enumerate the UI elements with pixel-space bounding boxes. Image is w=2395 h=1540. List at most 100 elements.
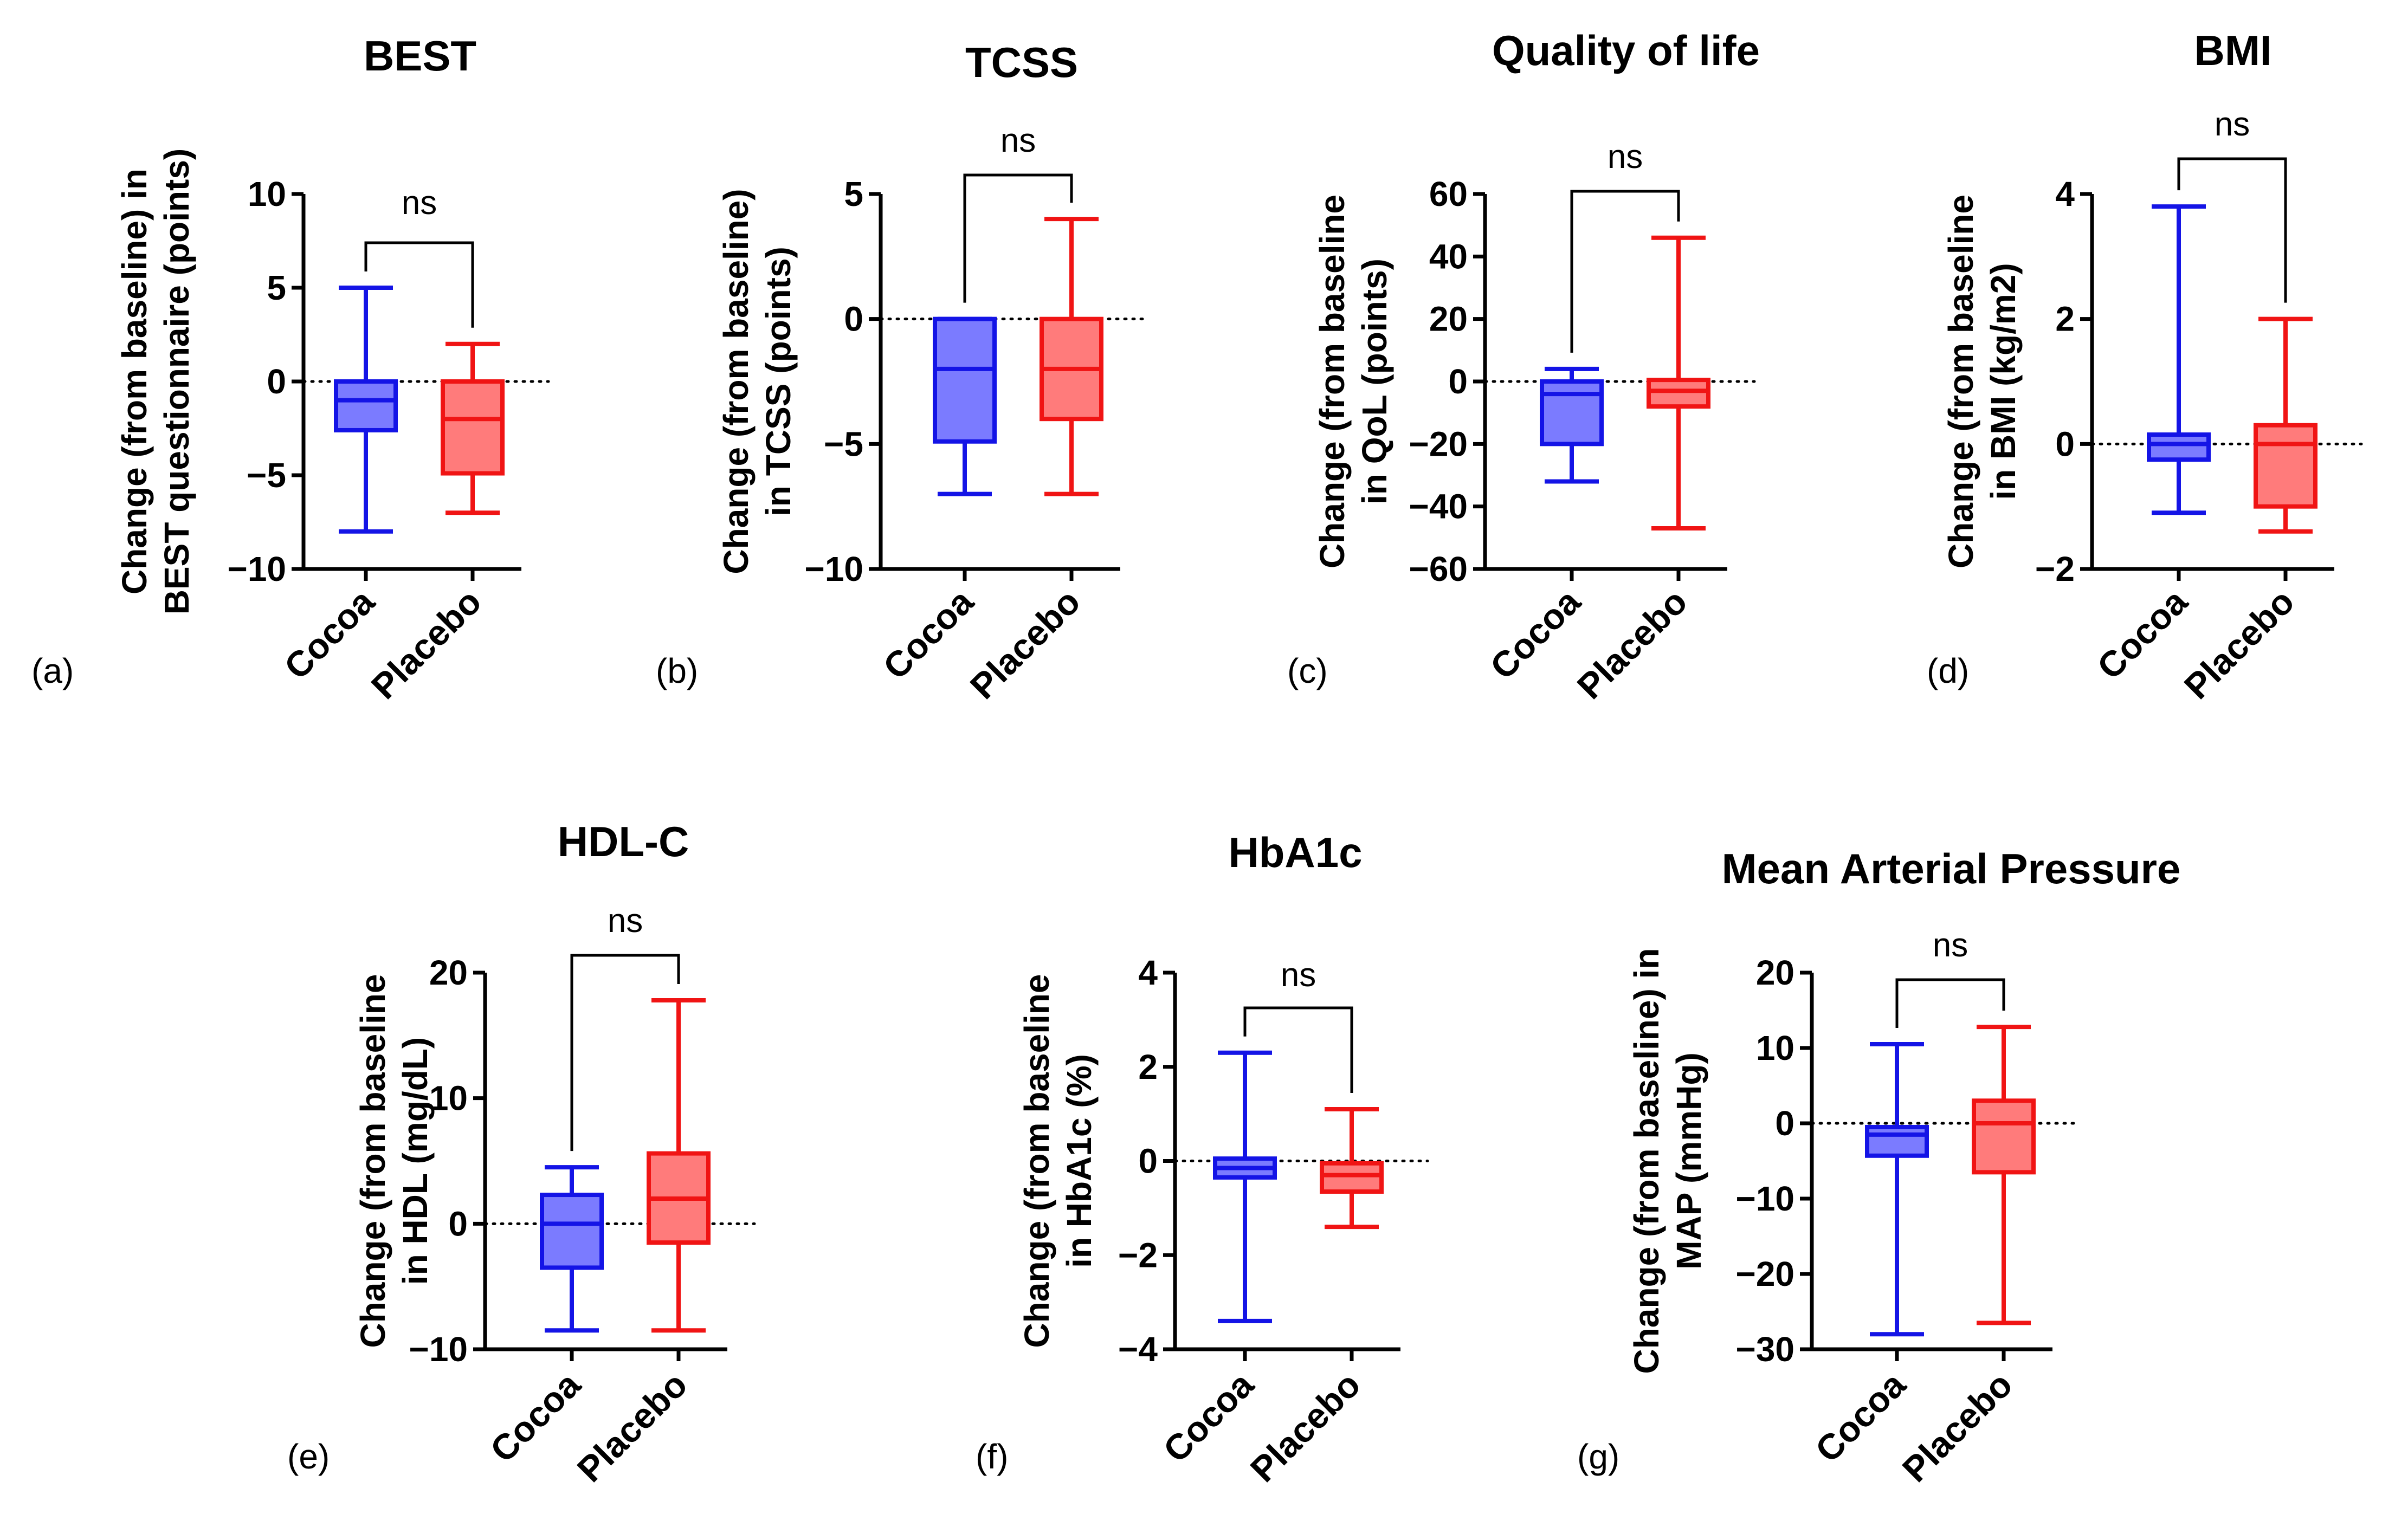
chart-title: TCSS xyxy=(965,38,1078,86)
y-tick-label: 0 xyxy=(267,362,286,401)
panel-g: Mean Arterial Pressure (g) 20 10 0 −10 −20 −30 C… xyxy=(1577,845,2180,1490)
y-axis-label: Change (from baseline) xyxy=(716,189,756,574)
placebo-box xyxy=(441,379,505,476)
panel-e: HDL-C (e) 20 10 0 −10 Change (from baseline in … xyxy=(287,818,756,1490)
cocoa-boxplot xyxy=(1213,1050,1277,1323)
cocoa-boxplot xyxy=(540,1165,604,1333)
y-axis-label: Change (from baseline xyxy=(1941,195,1980,568)
placebo-box xyxy=(2254,423,2317,509)
x-category-label-placebo: Placebo xyxy=(1243,1364,1368,1490)
placebo-box xyxy=(1320,1161,1384,1194)
x-category-label-placebo: Placebo xyxy=(963,581,1088,707)
y-tick-label: 2 xyxy=(2055,300,2075,339)
y-tick-label: −20 xyxy=(1735,1254,1794,1293)
y-tick-label: 0 xyxy=(1448,362,1468,401)
panel-label: (c) xyxy=(1287,651,1328,690)
significance-label: ns xyxy=(1933,927,1968,964)
significance-label: ns xyxy=(2215,106,2250,143)
x-category-label-cocoa: Cocoa xyxy=(875,581,982,687)
y-tick-label: −2 xyxy=(1118,1235,1158,1274)
placebo-boxplot xyxy=(1040,217,1103,496)
y-tick-label: −4 xyxy=(1118,1330,1158,1369)
x-category-label-cocoa: Cocoa xyxy=(1807,1364,1914,1470)
cocoa-box xyxy=(1540,379,1604,447)
x-category-label-placebo: Placebo xyxy=(1570,581,1695,707)
y-tick-label: 0 xyxy=(448,1204,468,1243)
panel-label: (d) xyxy=(1927,651,1969,690)
panel-label: (a) xyxy=(31,651,74,690)
panel-d: BMI (d) 4 2 0 −2 Change (from baseline in BMI (… xyxy=(1927,27,2363,707)
y-tick-label: 20 xyxy=(1429,300,1468,339)
y-axis-label: BEST questionnaire (points) xyxy=(157,148,196,614)
x-category-label-cocoa: Cocoa xyxy=(1155,1364,1262,1470)
cocoa-boxplot xyxy=(1865,1042,1929,1337)
significance-label: ns xyxy=(402,184,437,222)
placebo-box xyxy=(1647,378,1710,409)
y-tick-label: 0 xyxy=(1138,1142,1158,1181)
y-tick-label: −30 xyxy=(1735,1330,1794,1369)
y-axis-label: in HbA1c (%) xyxy=(1060,1054,1099,1268)
y-tick-label: −20 xyxy=(1409,424,1468,463)
panel-f: HbA1c (f) 4 2 0 −2 −4 Change (from baseline in H… xyxy=(976,829,1429,1490)
y-axis-label: Change (from baseline xyxy=(1313,195,1352,568)
y-tick-label: −10 xyxy=(1735,1179,1794,1218)
y-axis-label: Change (from baseline) in xyxy=(115,169,154,594)
x-category-label-cocoa: Cocoa xyxy=(1482,581,1589,687)
cocoa-boxplot xyxy=(2147,204,2211,515)
y-axis-label: MAP (mmHg) xyxy=(1669,1052,1708,1270)
y-tick-label: 10 xyxy=(429,1079,468,1118)
chart-title: Quality of life xyxy=(1492,27,1760,74)
y-tick-label: 40 xyxy=(1429,237,1468,276)
panel-label: (g) xyxy=(1577,1437,1619,1476)
y-tick-label: 2 xyxy=(1138,1047,1158,1086)
y-tick-label: 5 xyxy=(267,268,286,307)
cocoa-box xyxy=(933,316,997,444)
cocoa-boxplot xyxy=(1540,366,1604,484)
y-tick-label: 60 xyxy=(1429,174,1468,213)
y-tick-label: 5 xyxy=(844,174,863,213)
y-tick-label: −5 xyxy=(247,456,286,495)
y-tick-label: 20 xyxy=(1756,953,1794,992)
y-tick-label: 10 xyxy=(1756,1028,1794,1067)
placebo-boxplot xyxy=(2254,316,2317,534)
y-tick-label: 0 xyxy=(1775,1104,1794,1143)
significance-bracket xyxy=(1895,978,2005,1028)
placebo-boxplot xyxy=(441,341,505,515)
panel-b: TCSS (b) 5 0 −5 −10 Change (from baseline) in T… xyxy=(656,38,1149,707)
y-tick-label: −2 xyxy=(2035,549,2075,588)
y-tick-label: −60 xyxy=(1409,549,1468,588)
y-tick-label: 4 xyxy=(1138,953,1158,992)
x-category-label-cocoa: Cocoa xyxy=(482,1364,589,1470)
panel-a: BEST (a) 10 5 0 −5 −10 Change (from baseline) i… xyxy=(31,32,550,707)
x-category-label-placebo: Placebo xyxy=(2177,581,2302,707)
y-tick-label: 4 xyxy=(2055,174,2075,213)
x-category-label-placebo: Placebo xyxy=(570,1364,695,1490)
panel-label: (e) xyxy=(287,1437,330,1476)
x-category-label-cocoa: Cocoa xyxy=(2089,581,2196,687)
significance-label: ns xyxy=(1281,956,1316,994)
y-axis-label: in BMI (kg/m2) xyxy=(1984,263,2023,500)
significance-bracket xyxy=(963,173,1073,303)
cocoa-box xyxy=(334,379,398,432)
significance-bracket xyxy=(570,954,680,1151)
chart-title: HDL-C xyxy=(558,818,689,865)
significance-label: ns xyxy=(1000,122,1036,159)
y-tick-label: −5 xyxy=(824,424,863,463)
cocoa-box xyxy=(2147,432,2211,462)
placebo-boxplot xyxy=(1320,1107,1384,1230)
chart-title: Mean Arterial Pressure xyxy=(1722,845,2181,892)
y-tick-label: −40 xyxy=(1409,487,1468,526)
y-axis-label: Change (from baseline xyxy=(353,974,392,1348)
placebo-boxplot xyxy=(1972,1025,2036,1325)
cocoa-boxplot xyxy=(334,286,398,534)
cocoa-boxplot xyxy=(933,316,997,496)
y-axis-label: in QoL (points) xyxy=(1355,258,1394,504)
y-tick-label: −10 xyxy=(227,549,286,588)
panel-label: (f) xyxy=(976,1437,1008,1476)
significance-bracket xyxy=(364,241,474,328)
y-tick-label: 10 xyxy=(248,174,286,213)
x-category-label-placebo: Placebo xyxy=(1895,1364,2020,1490)
y-axis-label: Change (from baseline) in xyxy=(1627,948,1666,1374)
y-axis-label: in TCSS (points) xyxy=(759,247,798,516)
